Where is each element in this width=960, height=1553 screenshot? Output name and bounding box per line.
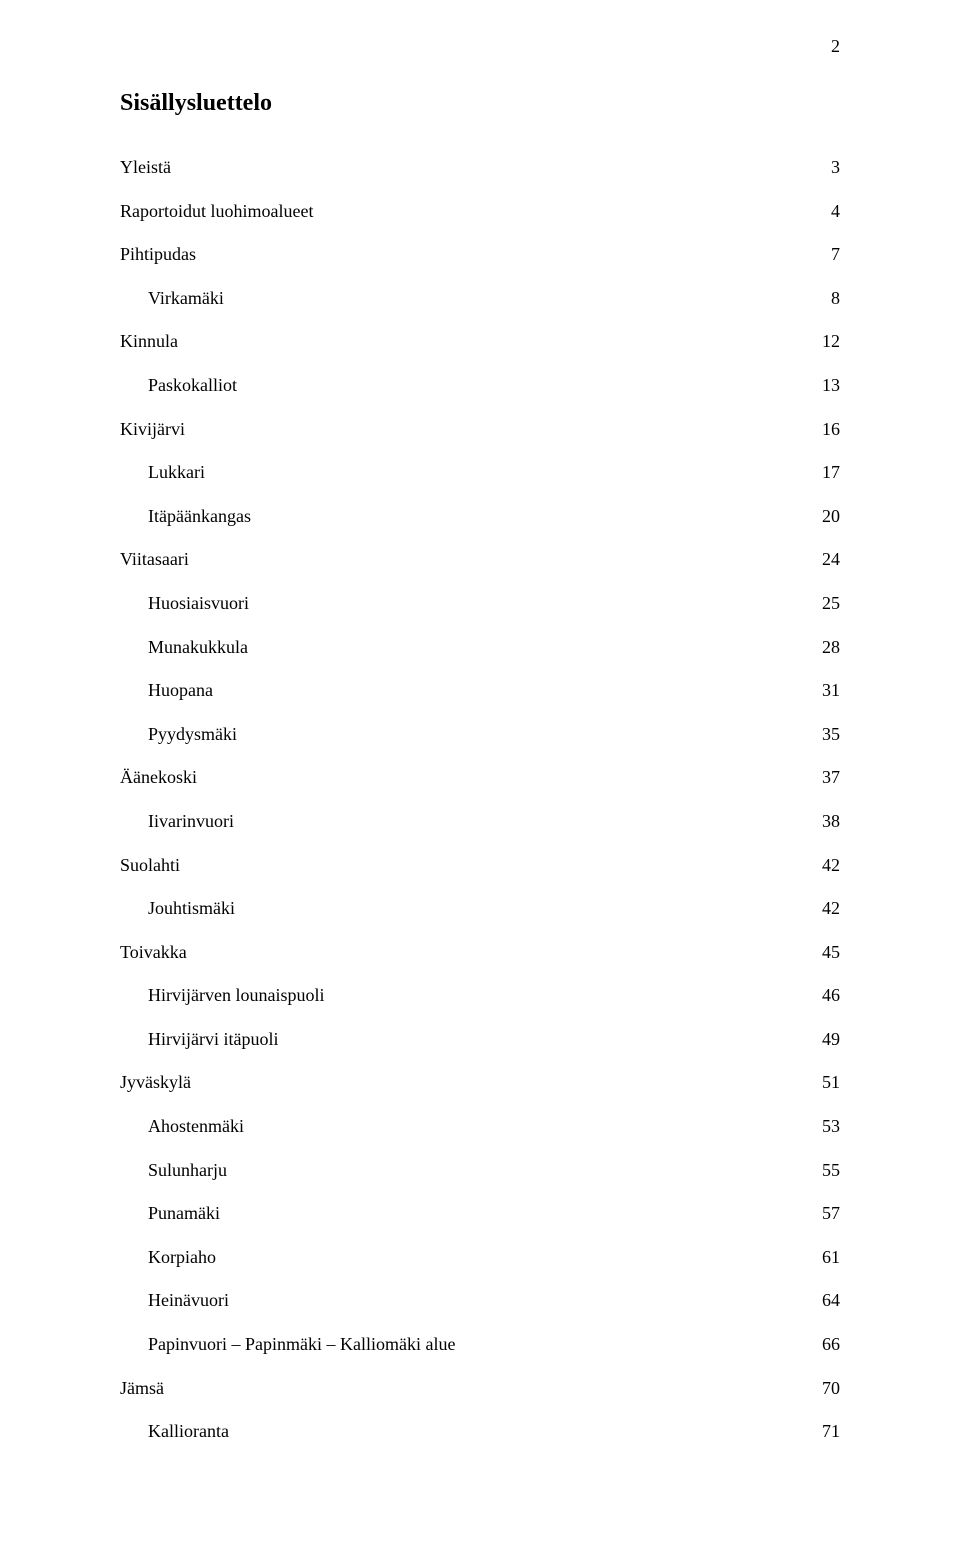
toc-entry-label: Sulunharju xyxy=(120,1160,227,1182)
toc-entry-label: Kinnula xyxy=(120,331,178,353)
toc-entry-label: Heinävuori xyxy=(120,1290,229,1312)
toc-entry: Jämsä 70 xyxy=(120,1378,840,1400)
toc-entry: Kallioranta 71 xyxy=(120,1421,840,1443)
toc-entry: Korpiaho 61 xyxy=(120,1247,840,1269)
toc-entry-label: Suolahti xyxy=(120,855,180,877)
toc-entry-page: 25 xyxy=(818,593,840,615)
toc-entry: Iivarinvuori 38 xyxy=(120,811,840,833)
page-number: 2 xyxy=(831,36,840,57)
toc-entry-label: Jyväskylä xyxy=(120,1072,191,1094)
toc-entry-label: Pyydysmäki xyxy=(120,724,237,746)
toc-entry: Huosiaisvuori 25 xyxy=(120,593,840,615)
toc-entry-label: Pihtipudas xyxy=(120,244,196,266)
toc-entry-label: Itäpäänkangas xyxy=(120,506,251,528)
toc-entry-page: 70 xyxy=(818,1378,840,1400)
toc-entry: Hirvijärven lounaispuoli 46 xyxy=(120,985,840,1007)
toc-entry-label: Munakukkula xyxy=(120,637,248,659)
toc-entry-page: 55 xyxy=(818,1160,840,1182)
toc-entry: Toivakka 45 xyxy=(120,942,840,964)
toc-entry-label: Äänekoski xyxy=(120,767,197,789)
toc-entry-label: Raportoidut luohimoalueet xyxy=(120,201,313,223)
toc-entry-page: 20 xyxy=(818,506,840,528)
toc-entry-label: Paskokalliot xyxy=(120,375,237,397)
toc-entry-page: 64 xyxy=(818,1290,840,1312)
toc-entry-label: Ahostenmäki xyxy=(120,1116,244,1138)
toc-entry: Suolahti 42 xyxy=(120,855,840,877)
toc-entry-page: 61 xyxy=(818,1247,840,1269)
toc-entry: Viitasaari 24 xyxy=(120,549,840,571)
toc-entry: Punamäki 57 xyxy=(120,1203,840,1225)
toc-entry: Kivijärvi 16 xyxy=(120,419,840,441)
toc-entry-label: Korpiaho xyxy=(120,1247,216,1269)
toc-entry-label: Hirvijärvi itäpuoli xyxy=(120,1029,278,1051)
toc-entry: Äänekoski 37 xyxy=(120,767,840,789)
toc-entry-page: 42 xyxy=(818,855,840,877)
toc-entry-page: 3 xyxy=(827,157,840,179)
toc-entry: Heinävuori 64 xyxy=(120,1290,840,1312)
toc-entry-page: 57 xyxy=(818,1203,840,1225)
toc-entry-page: 17 xyxy=(818,462,840,484)
toc-entry: Munakukkula 28 xyxy=(120,637,840,659)
toc-entry-label: Papinvuori – Papinmäki – Kalliomäki alue xyxy=(120,1334,455,1356)
toc-entry-page: 4 xyxy=(827,201,840,223)
toc-entry-label: Virkamäki xyxy=(120,288,224,310)
document-page: 2 Sisällysluettelo Yleistä 3 Raportoidut l… xyxy=(0,0,960,1553)
toc-entry-label: Huopana xyxy=(120,680,213,702)
toc-entry-label: Toivakka xyxy=(120,942,187,964)
toc-entry: Pihtipudas 7 xyxy=(120,244,840,266)
toc-entry: Kinnula 12 xyxy=(120,331,840,353)
toc-entry-label: Kallioranta xyxy=(120,1421,229,1443)
toc-entry-page: 31 xyxy=(818,680,840,702)
toc-entry-label: Punamäki xyxy=(120,1203,220,1225)
toc-entry-page: 51 xyxy=(818,1072,840,1094)
toc-entry-page: 66 xyxy=(818,1334,840,1356)
toc-container: Yleistä 3 Raportoidut luohimoalueet 4 Pihtip… xyxy=(120,157,840,1443)
toc-title: Sisällysluettelo xyxy=(120,90,840,117)
toc-entry-label: Lukkari xyxy=(120,462,205,484)
toc-entry: Jyväskylä 51 xyxy=(120,1072,840,1094)
toc-entry-label: Iivarinvuori xyxy=(120,811,234,833)
toc-entry: Sulunharju 55 xyxy=(120,1160,840,1182)
toc-entry-label: Jouhtismäki xyxy=(120,898,235,920)
toc-entry: Papinvuori – Papinmäki – Kalliomäki alue… xyxy=(120,1334,840,1356)
toc-entry: Yleistä 3 xyxy=(120,157,840,179)
toc-entry-page: 28 xyxy=(818,637,840,659)
toc-entry: Raportoidut luohimoalueet 4 xyxy=(120,201,840,223)
toc-entry-label: Kivijärvi xyxy=(120,419,185,441)
toc-entry-page: 46 xyxy=(818,985,840,1007)
toc-entry-label: Yleistä xyxy=(120,157,171,179)
toc-entry-page: 38 xyxy=(818,811,840,833)
toc-entry-page: 53 xyxy=(818,1116,840,1138)
toc-entry-page: 13 xyxy=(818,375,840,397)
toc-entry: Virkamäki 8 xyxy=(120,288,840,310)
toc-entry-page: 42 xyxy=(818,898,840,920)
toc-entry-page: 12 xyxy=(818,331,840,353)
toc-entry-label: Jämsä xyxy=(120,1378,164,1400)
toc-entry: Huopana 31 xyxy=(120,680,840,702)
toc-entry-page: 37 xyxy=(818,767,840,789)
toc-entry: Pyydysmäki 35 xyxy=(120,724,840,746)
toc-entry-page: 35 xyxy=(818,724,840,746)
toc-entry: Jouhtismäki 42 xyxy=(120,898,840,920)
toc-entry-page: 71 xyxy=(818,1421,840,1443)
toc-entry-page: 49 xyxy=(818,1029,840,1051)
toc-entry-label: Hirvijärven lounaispuoli xyxy=(120,985,324,1007)
toc-entry-page: 16 xyxy=(818,419,840,441)
toc-entry-page: 45 xyxy=(818,942,840,964)
toc-entry: Itäpäänkangas 20 xyxy=(120,506,840,528)
toc-entry: Lukkari 17 xyxy=(120,462,840,484)
toc-entry-label: Huosiaisvuori xyxy=(120,593,249,615)
toc-entry-page: 8 xyxy=(827,288,840,310)
toc-entry-label: Viitasaari xyxy=(120,549,189,571)
toc-entry-page: 7 xyxy=(827,244,840,266)
toc-entry-page: 24 xyxy=(818,549,840,571)
toc-entry: Paskokalliot 13 xyxy=(120,375,840,397)
toc-entry: Ahostenmäki 53 xyxy=(120,1116,840,1138)
toc-entry: Hirvijärvi itäpuoli 49 xyxy=(120,1029,840,1051)
